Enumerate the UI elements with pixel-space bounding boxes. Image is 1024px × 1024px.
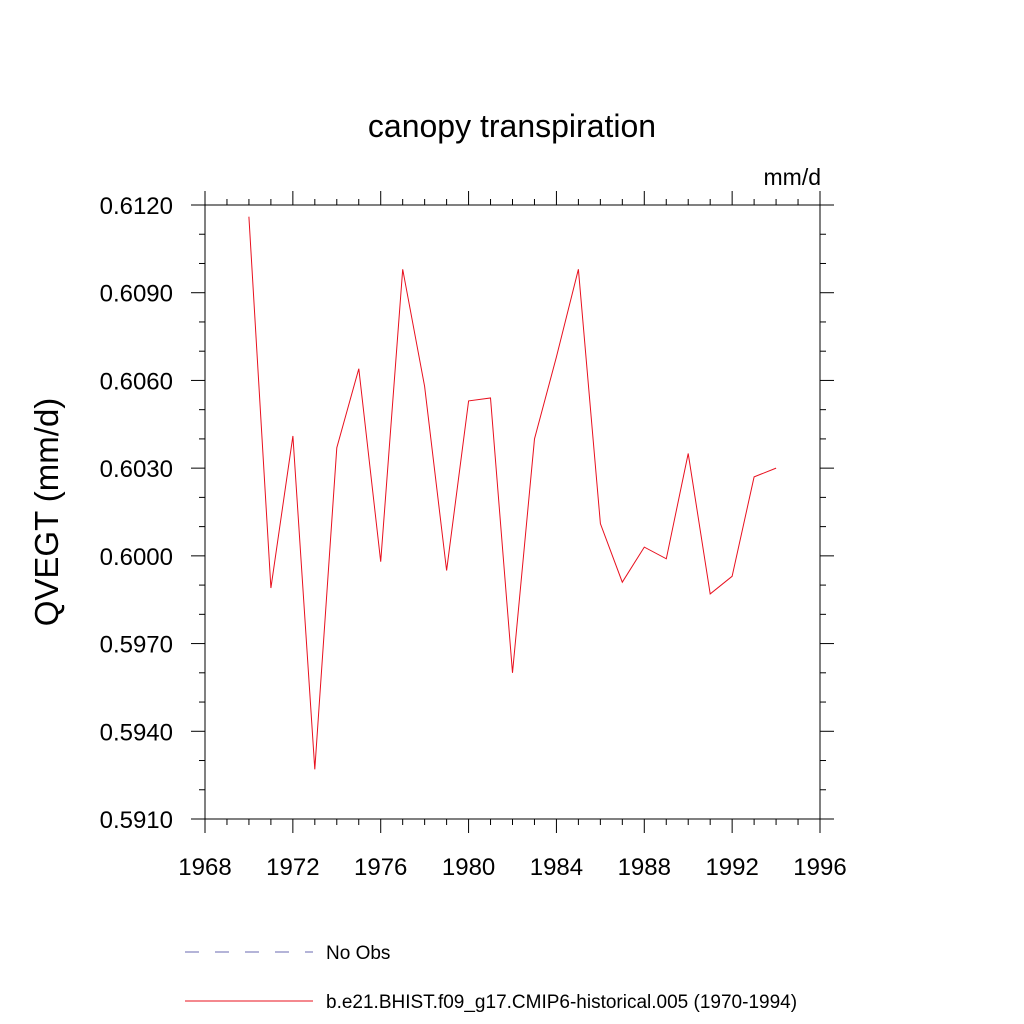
units-label: mm/d: [764, 164, 822, 190]
legend-label: No Obs: [326, 943, 390, 964]
x-tick-label: 1996: [793, 854, 846, 881]
x-ticks: 1968 1972 1976 1980 1984 1988 1992 1996: [178, 191, 847, 881]
y-tick-label: 0.5940: [100, 719, 173, 746]
x-tick-label: 1968: [178, 854, 231, 881]
y-tick-label: 0.6120: [100, 193, 173, 220]
x-tick-label: 1992: [705, 854, 758, 881]
y-tick-label: 0.5970: [100, 632, 173, 659]
x-tick-label: 1972: [266, 854, 319, 881]
y-ticks: 0.5910 0.5940 0.5970 0.6000 0.6030 0.6060 0.60…: [100, 193, 834, 834]
y-tick-label: 0.6060: [100, 368, 173, 395]
legend: No Obs b.e21.BHIST.f09_g17.CMIP6-historic…: [185, 943, 797, 1013]
series-line: [248, 216, 777, 770]
plot-frame: [204, 204, 821, 820]
legend-label: b.e21.BHIST.f09_g17.CMIP6-historical.005…: [326, 992, 797, 1013]
x-tick-label: 1976: [354, 854, 407, 881]
x-tick-label: 1980: [442, 854, 495, 881]
chart-title: canopy transpiration: [368, 108, 656, 144]
y-tick-label: 0.6000: [100, 544, 173, 571]
y-axis-label: QVEGT (mm/d): [28, 398, 65, 627]
y-tick-label: 0.6030: [100, 456, 173, 483]
x-tick-label: 1988: [618, 854, 671, 881]
series-group: [248, 216, 777, 770]
x-tick-label: 1984: [530, 854, 583, 881]
y-tick-label: 0.6090: [100, 281, 173, 308]
y-tick-label: 0.5910: [100, 807, 173, 834]
